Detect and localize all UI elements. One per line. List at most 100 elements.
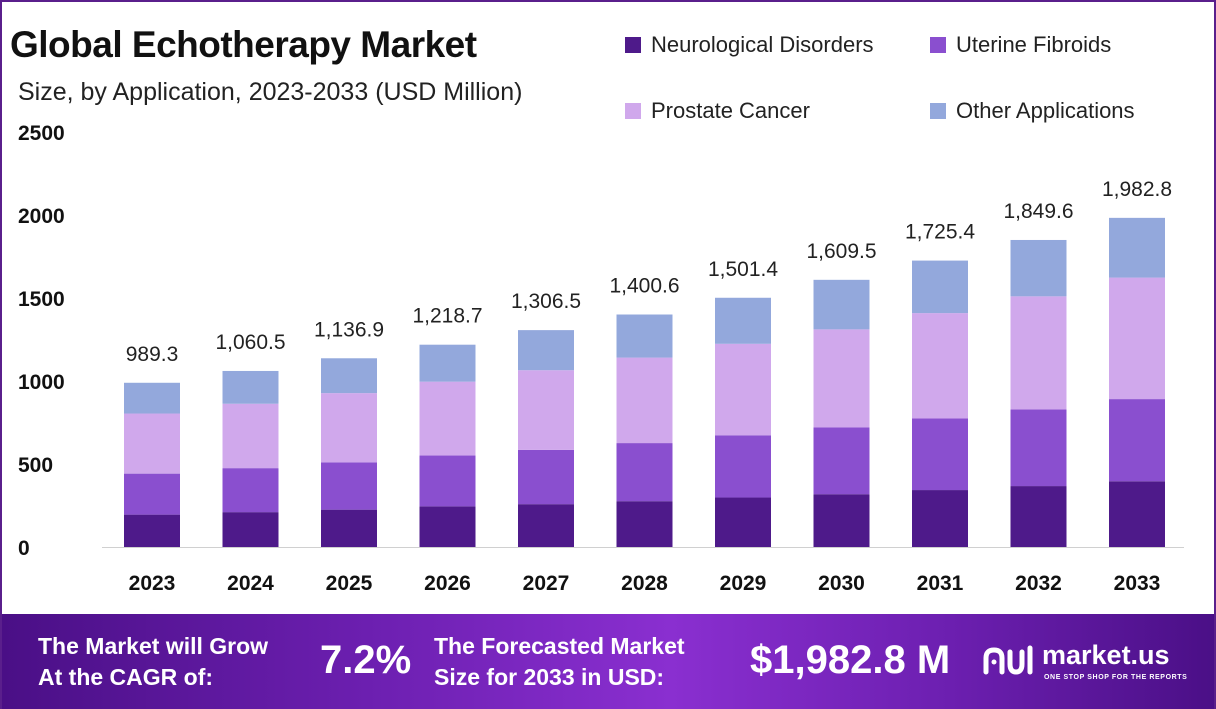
bar-segment xyxy=(616,314,673,358)
y-tick-label: 500 xyxy=(18,454,53,477)
bar-segment xyxy=(419,455,476,507)
legend-swatch xyxy=(625,37,641,53)
bar-total-label: 1,136.9 xyxy=(314,318,384,341)
bar-segment xyxy=(124,473,180,515)
bar-segment xyxy=(813,427,870,495)
chart-subtitle: Size, by Application, 2023-2033 (USD Mil… xyxy=(18,78,523,106)
bar-segment xyxy=(222,370,279,404)
bar-segment xyxy=(518,504,574,547)
bar-segment xyxy=(419,506,476,547)
bar-segment xyxy=(222,468,279,513)
bar-segment xyxy=(518,449,574,505)
x-tick-label: 2025 xyxy=(326,572,373,595)
legend-item-prostate-cancer: Prostate Cancer xyxy=(625,98,810,124)
bar-segment xyxy=(912,418,968,491)
chart-title: Global Echotherapy Market xyxy=(10,24,477,65)
bar-segment xyxy=(1109,277,1165,400)
bar-segment xyxy=(813,279,870,330)
bar-segment xyxy=(1010,296,1067,410)
bar-segment xyxy=(419,344,476,382)
legend-swatch xyxy=(625,103,641,119)
bar-total-label: 1,849.6 xyxy=(1003,200,1073,223)
bar-segment xyxy=(616,501,673,547)
cagr-value: 7.2% xyxy=(320,638,412,682)
legend-swatch xyxy=(930,103,946,119)
legend-label: Uterine Fibroids xyxy=(956,32,1112,57)
bar-total-label: 1,725.4 xyxy=(905,221,975,244)
y-tick-label: 2000 xyxy=(18,205,65,228)
stacked-bar-chart: 0 500 1000 1500 2000 2500 989.3 2023 1,060.5 2024… xyxy=(18,122,1184,595)
legend-item-other-applications: Other Applications xyxy=(930,98,1135,124)
x-tick-label: 2033 xyxy=(1114,572,1161,595)
bar-segment xyxy=(124,413,180,474)
bar-segment xyxy=(912,313,968,419)
bar-total-label: 1,400.6 xyxy=(609,275,679,298)
bar-segment xyxy=(321,358,377,394)
brand-tagline: ONE STOP SHOP FOR THE REPORTS xyxy=(1044,674,1188,681)
bar-segment xyxy=(1010,486,1067,547)
bar-segment xyxy=(616,443,673,502)
bar-segment xyxy=(124,382,180,414)
bar-segment xyxy=(813,494,870,547)
x-tick-label: 2029 xyxy=(720,572,767,595)
bar-total-label: 1,501.4 xyxy=(708,258,778,281)
bar-total-label: 1,609.5 xyxy=(806,240,876,263)
forecast-value: $1,982.8 M xyxy=(750,638,951,682)
x-tick-label: 2028 xyxy=(621,572,668,595)
bar-segment xyxy=(912,260,968,314)
bar-segment xyxy=(1010,409,1067,487)
legend-item-uterine-fibroids: Uterine Fibroids xyxy=(930,32,1111,58)
bar-segment xyxy=(715,343,771,436)
legend-label: Other Applications xyxy=(956,98,1135,123)
bar-segment xyxy=(518,370,574,450)
bar-segment xyxy=(715,435,771,498)
x-tick-label: 2030 xyxy=(818,572,865,595)
bar-segment xyxy=(321,509,377,547)
bar-segment xyxy=(222,403,279,469)
cagr-text-line2: At the CAGR of: xyxy=(38,664,214,690)
y-tick-label: 0 xyxy=(18,537,30,560)
bar-segment xyxy=(124,514,180,547)
bar-segment xyxy=(1109,217,1165,278)
y-tick-label: 2500 xyxy=(18,122,65,145)
bar-segment xyxy=(813,329,870,428)
bar-total-label: 1,060.5 xyxy=(215,331,285,354)
bar-segment xyxy=(1109,399,1165,482)
legend-label: Neurological Disorders xyxy=(651,32,874,57)
forecast-text-line2: Size for 2033 in USD: xyxy=(434,664,665,690)
bar-segment xyxy=(715,497,771,547)
bar-segment xyxy=(321,393,377,463)
x-tick-label: 2026 xyxy=(424,572,471,595)
legend-swatch xyxy=(930,37,946,53)
cagr-text-line1: The Market will Grow xyxy=(38,633,269,659)
x-tick-label: 2031 xyxy=(917,572,964,595)
brand-name[interactable]: market.us xyxy=(1042,640,1170,670)
bar-segment xyxy=(222,512,279,547)
bar-segment xyxy=(321,462,377,510)
x-tick-label: 2027 xyxy=(523,572,570,595)
cagr-text: The Market will Grow At the CAGR of: xyxy=(38,631,268,693)
x-tick-label: 2032 xyxy=(1015,572,1062,595)
x-tick-label: 2023 xyxy=(129,572,176,595)
bar-total-label: 1,218.7 xyxy=(412,305,482,328)
x-tick-label: 2024 xyxy=(227,572,274,595)
bar-segment xyxy=(518,330,574,371)
bar-segment xyxy=(1109,481,1165,547)
bar-segment xyxy=(419,381,476,456)
bar-segment xyxy=(616,357,673,444)
summary-banner: The Market will Grow At the CAGR of: 7.2… xyxy=(2,614,1214,709)
y-tick-label: 1000 xyxy=(18,371,65,394)
bar-total-label: 1,306.5 xyxy=(511,290,581,313)
bar-segment xyxy=(715,297,771,344)
market-us-logo-icon xyxy=(983,645,1033,675)
forecast-text-line1: The Forecasted Market xyxy=(434,633,685,659)
legend-item-neurological-disorders: Neurological Disorders xyxy=(625,32,874,58)
bar-total-label: 989.3 xyxy=(126,343,179,366)
bar-total-label: 1,982.8 xyxy=(1102,178,1172,201)
bar-segment xyxy=(1010,239,1067,297)
y-tick-label: 1500 xyxy=(18,288,65,311)
bar-segment xyxy=(912,490,968,547)
forecast-text: The Forecasted Market Size for 2033 in U… xyxy=(434,631,685,693)
legend-label: Prostate Cancer xyxy=(651,98,810,123)
